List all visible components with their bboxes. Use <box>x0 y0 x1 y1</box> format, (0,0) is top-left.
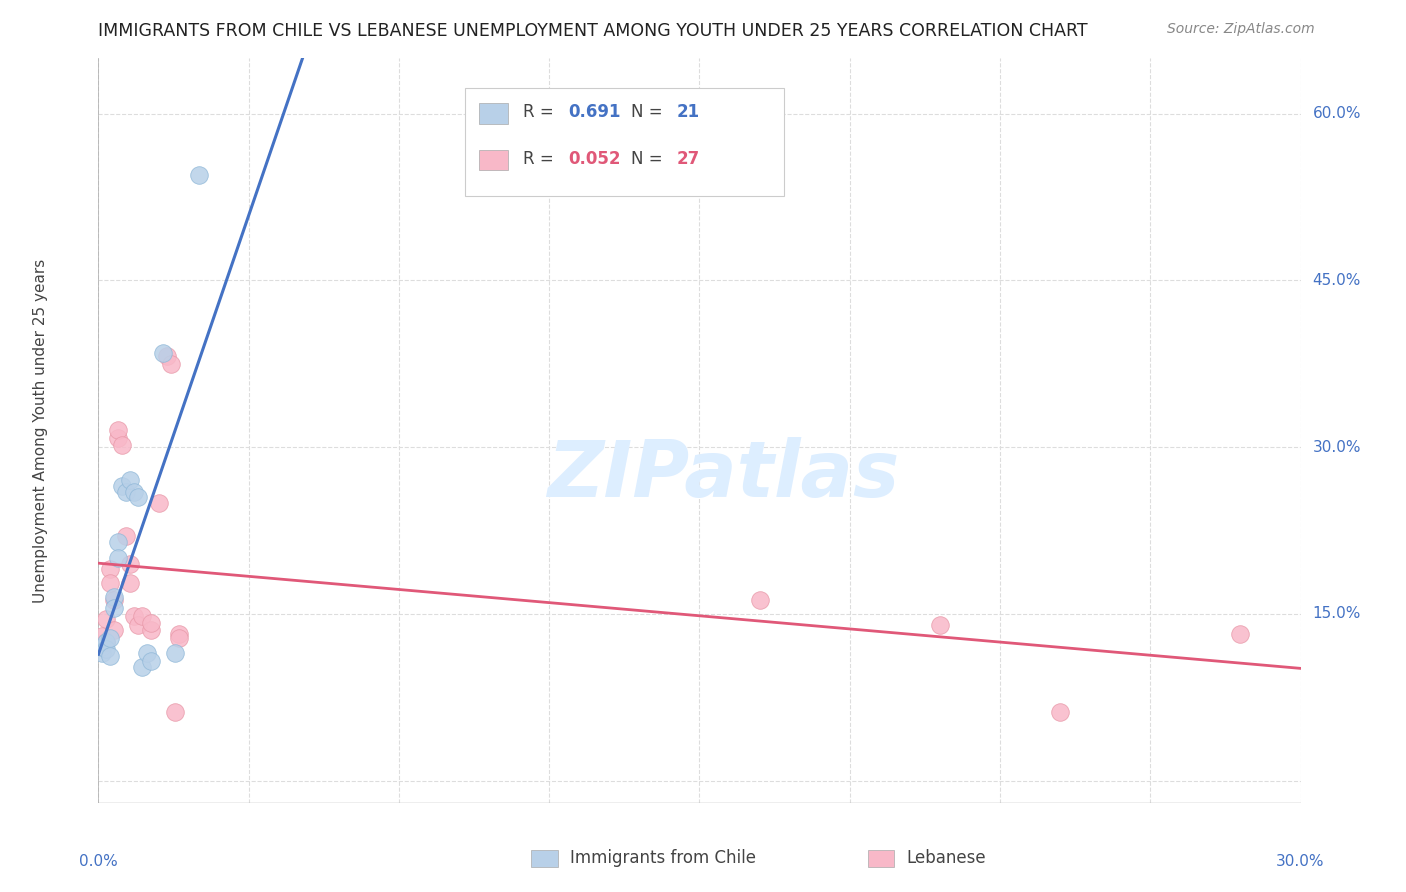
Point <box>103 601 125 615</box>
Point <box>120 575 142 590</box>
Point <box>929 618 952 632</box>
Point <box>107 551 129 566</box>
Text: IMMIGRANTS FROM CHILE VS LEBANESE UNEMPLOYMENT AMONG YOUTH UNDER 25 YEARS CORREL: IMMIGRANTS FROM CHILE VS LEBANESE UNEMPL… <box>98 22 1088 40</box>
Point <box>111 438 134 452</box>
Text: 21: 21 <box>676 103 700 120</box>
Text: 15.0%: 15.0% <box>1313 607 1361 622</box>
Point <box>155 349 177 363</box>
Text: Unemployment Among Youth under 25 years: Unemployment Among Youth under 25 years <box>34 259 48 602</box>
Point <box>187 168 209 182</box>
Point <box>139 624 162 638</box>
Text: R =: R = <box>523 150 558 168</box>
Point <box>748 593 770 607</box>
Point <box>107 431 129 445</box>
Point <box>124 609 146 624</box>
Text: 30.0%: 30.0% <box>1277 854 1324 869</box>
Point <box>148 496 170 510</box>
Point <box>103 593 125 607</box>
Point <box>91 629 114 643</box>
Text: ZIPatlas: ZIPatlas <box>547 437 900 513</box>
Point <box>124 484 146 499</box>
Point <box>167 632 190 646</box>
Text: 0.0%: 0.0% <box>79 854 118 869</box>
Point <box>96 634 118 648</box>
Text: Lebanese: Lebanese <box>907 849 986 867</box>
Point <box>135 646 157 660</box>
Point <box>100 575 122 590</box>
Point <box>107 534 129 549</box>
Text: N =: N = <box>631 150 668 168</box>
Point <box>120 474 142 488</box>
Point <box>103 624 125 638</box>
Point <box>139 653 162 667</box>
Text: 0.052: 0.052 <box>568 150 621 168</box>
Bar <box>479 150 509 170</box>
Point <box>167 627 190 641</box>
Point <box>131 609 153 624</box>
Point <box>163 646 186 660</box>
Text: 0.691: 0.691 <box>568 103 621 120</box>
Point <box>107 424 129 438</box>
Point <box>91 646 114 660</box>
Text: N =: N = <box>631 103 668 120</box>
Point <box>128 490 150 504</box>
Point <box>159 357 181 371</box>
Point <box>1049 705 1071 719</box>
Point <box>111 479 134 493</box>
Point <box>139 615 162 630</box>
Point <box>100 632 122 646</box>
Point <box>152 345 174 359</box>
Text: Source: ZipAtlas.com: Source: ZipAtlas.com <box>1167 22 1315 37</box>
Point <box>131 660 153 674</box>
Text: 27: 27 <box>676 150 700 168</box>
Point <box>96 612 118 626</box>
Point <box>100 562 122 576</box>
Text: 30.0%: 30.0% <box>1313 440 1361 455</box>
FancyBboxPatch shape <box>465 87 783 195</box>
Point <box>96 634 118 648</box>
Point <box>120 557 142 571</box>
Point <box>91 640 114 655</box>
Point <box>100 648 122 663</box>
Text: 60.0%: 60.0% <box>1313 106 1361 121</box>
Text: 45.0%: 45.0% <box>1313 273 1361 288</box>
Bar <box>479 103 509 123</box>
Point <box>1229 627 1251 641</box>
Bar <box>868 850 894 867</box>
Bar <box>531 850 558 867</box>
Point <box>103 590 125 604</box>
Point <box>96 642 118 657</box>
Point <box>115 529 138 543</box>
Point <box>163 705 186 719</box>
Point <box>128 618 150 632</box>
Text: R =: R = <box>523 103 558 120</box>
Point <box>115 484 138 499</box>
Text: Immigrants from Chile: Immigrants from Chile <box>569 849 755 867</box>
